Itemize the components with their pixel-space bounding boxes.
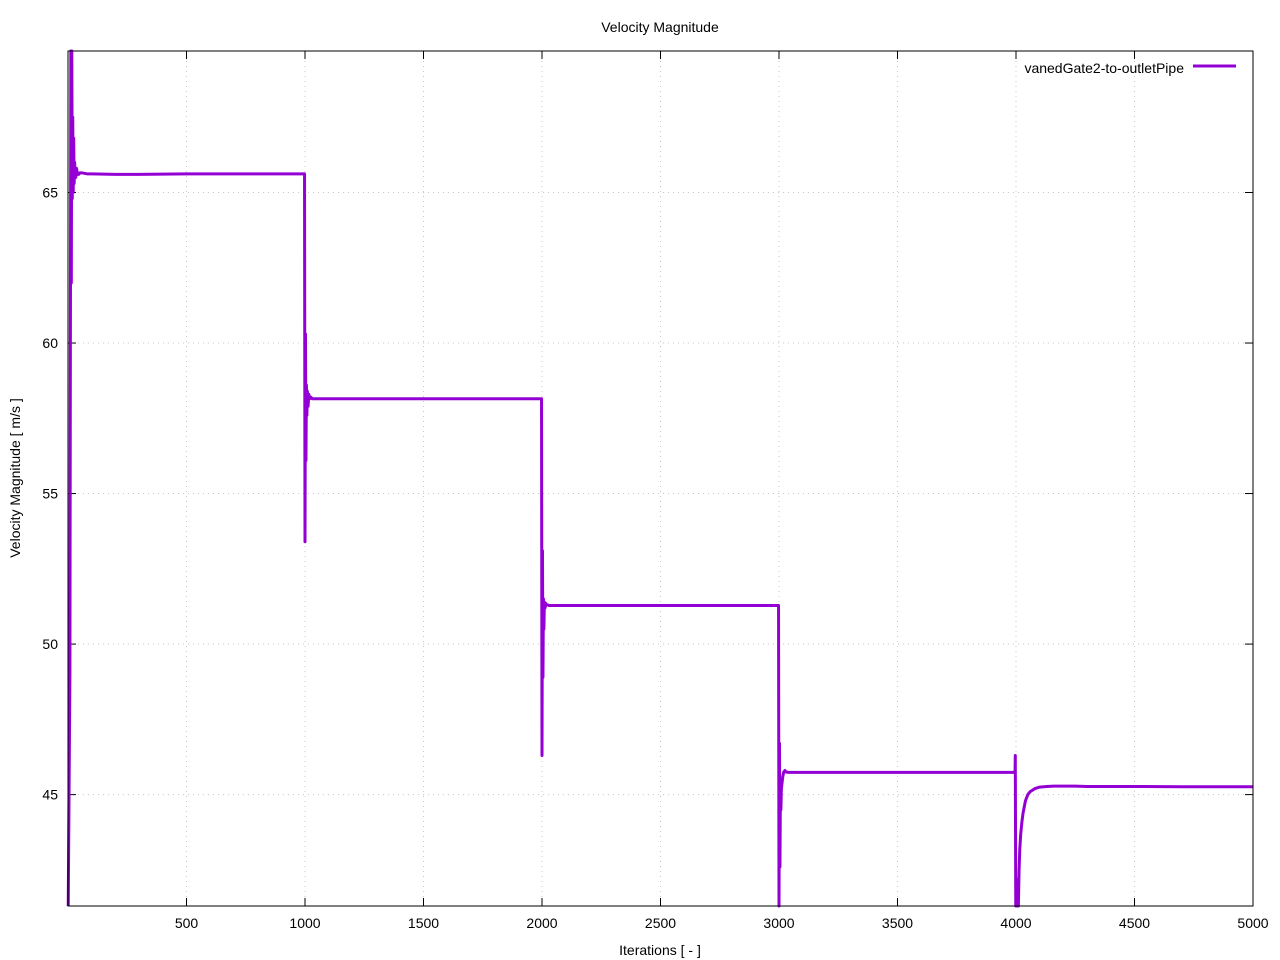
x-tick-label: 1000 [289, 915, 320, 931]
tick-labels: 500 1000 1500 2000 2500 3000 3500 4000 4500 5000 4… [42, 184, 1268, 931]
legend: vanedGate2-to-outletPipe [1024, 60, 1236, 76]
plot-frame [67, 50, 1254, 907]
y-tick-label: 55 [42, 486, 58, 502]
x-tick-label: 3000 [763, 915, 794, 931]
y-tick-label: 65 [42, 184, 58, 200]
data-series [66, 49, 1253, 908]
x-tick-label: 500 [175, 915, 199, 931]
x-tick-label: 3500 [882, 915, 913, 931]
y-tick-label: 60 [42, 335, 58, 351]
y-tick-label: 50 [42, 636, 58, 652]
x-tick-label: 2500 [645, 915, 676, 931]
x-tick-label: 4500 [1119, 915, 1150, 931]
x-axis-label: Iterations [ - ] [619, 942, 701, 958]
x-tick-label: 2000 [526, 915, 557, 931]
chart-title: Velocity Magnitude [601, 19, 719, 35]
legend-label: vanedGate2-to-outletPipe [1024, 60, 1184, 76]
x-tick-label: 1500 [408, 915, 439, 931]
x-tick-label: 4000 [1000, 915, 1031, 931]
axis-ticks [68, 51, 1254, 906]
y-tick-label: 45 [42, 787, 58, 803]
series-line [66, 49, 1253, 908]
x-tick-label: 5000 [1237, 915, 1268, 931]
y-axis-label: Velocity Magnitude [ m/s ] [7, 398, 23, 558]
grid-lines [68, 51, 1253, 906]
